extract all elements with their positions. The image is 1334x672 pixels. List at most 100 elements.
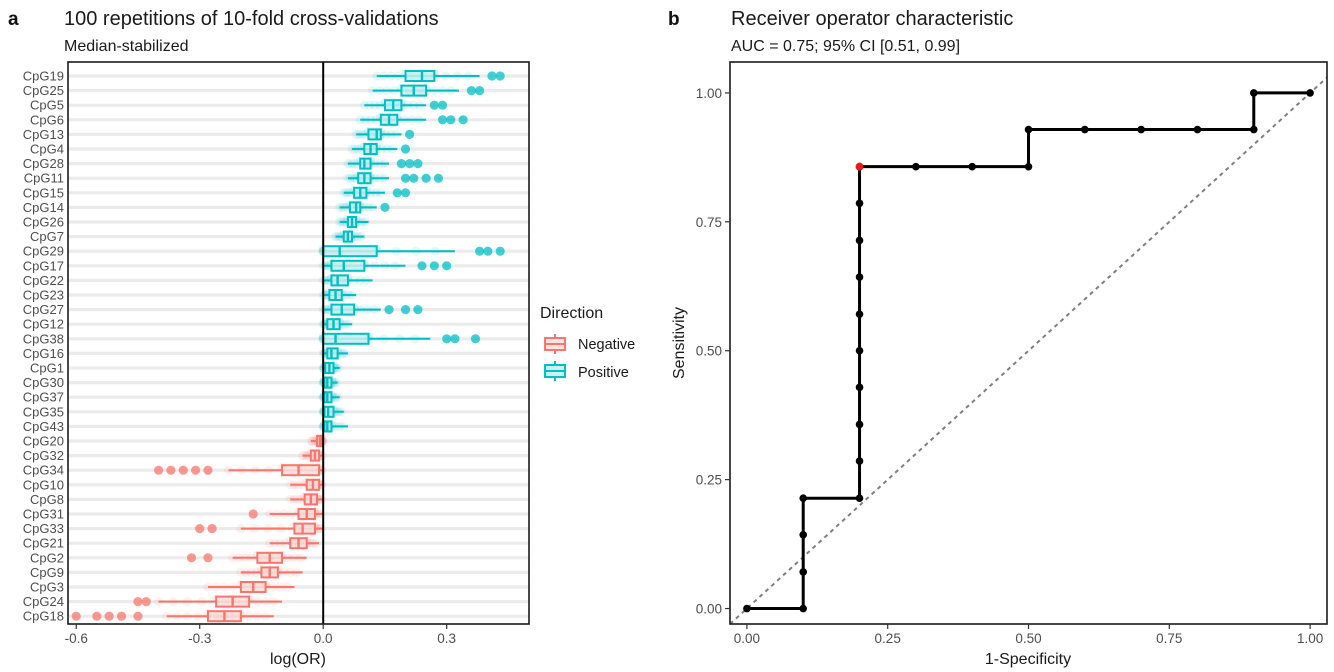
outlier-point [483,246,493,256]
outlier-point [133,597,143,607]
outlier-point [446,115,456,125]
panel-a-x-axis-title: log(OR) [270,651,326,668]
outlier-point [466,86,476,96]
outlier-point [413,159,423,169]
panel-b-y-axis-title: Sensitivity [671,307,688,379]
outlier-point [409,173,419,183]
roc-point [799,494,808,502]
outlier-point [400,188,411,198]
category-label: CpG31 [23,507,64,522]
category-label: CpG29 [23,244,64,259]
outlier-point [405,159,415,169]
category-label: CpG11 [24,171,64,186]
boxplot-cpg19 [372,68,505,84]
outlier-point [141,597,151,607]
jitter-point [223,465,234,475]
y-tick-label: 0.75 [696,215,722,230]
outlier-point [400,305,411,315]
category-label: CpG8 [30,492,64,507]
outlier-point [413,305,423,315]
panel-b-title: Receiver operator characteristic [731,8,1013,30]
diagonal-reference-line [729,76,1328,625]
category-label: CpG18 [23,609,64,624]
category-label: CpG24 [23,594,64,609]
outlier-point [442,261,452,271]
boxplot-cpg10 [285,477,327,492]
category-label: CpG1 [30,361,64,376]
boxplot-cpg14 [335,200,390,215]
outlier-point [392,188,402,198]
boxplot-cpg15 [339,185,411,200]
outlier-point [475,246,485,256]
category-label: CpG23 [23,288,64,303]
legend-label-positive: Positive [578,365,629,381]
roc-point [855,494,864,502]
boxplot-cpg43 [318,419,349,434]
category-label: CpG5 [30,98,64,113]
outlier-point [92,611,102,621]
roc-point [855,236,864,245]
panel-a-subtitle: Median-stabilized [64,38,189,55]
panel-a-title: 100 repetitions of 10-fold cross-validat… [64,8,439,30]
roc-point [1081,125,1089,134]
outlier-point [433,173,444,183]
boxplot-cpg2 [186,550,307,565]
category-label: CpG25 [23,83,64,98]
x-tick-label: 0.3 [437,631,456,646]
roc-point [855,383,864,392]
roc-point [855,346,864,355]
panel-a-x-ticks: -0.6 -0.3 0.0 0.3 [65,624,456,646]
boxplot-cpg24 [133,594,283,609]
boxplot-cpg37 [318,390,343,405]
panel-a-border [67,61,530,625]
box [404,70,436,82]
category-label: CpG21 [23,536,64,551]
category-label: CpG35 [23,404,64,419]
roc-point [968,162,976,171]
outlier-point [442,334,452,344]
outlier-point [475,86,485,96]
y-tick-label: 0.50 [696,344,722,359]
outlier-point [71,611,81,621]
panel-b-x-ticks: 0.00 0.25 0.50 0.75 1.00 [734,624,1323,646]
boxplot-cpg20 [306,433,328,449]
roc-point [855,310,864,318]
boxplot-cpg22 [318,273,373,288]
outlier-point [487,71,497,81]
outlier-point [429,100,439,110]
category-label: CpG15 [23,185,64,200]
panel-b-x-axis-title: 1-Specificity [985,651,1071,668]
outlier-point [458,115,468,125]
category-label: CpG33 [23,521,64,536]
boxplot-cpg4 [347,141,411,157]
outlier-point [429,261,439,271]
boxplot-cpg18 [71,609,274,624]
x-tick-label: 0.00 [734,631,760,646]
boxplot-cpg26 [335,214,370,230]
category-label: CpG14 [23,200,64,215]
category-label: CpG28 [23,156,64,171]
boxplot-cpg35 [318,404,346,419]
outlier-point [207,524,217,534]
boxplot-cpg30 [318,375,341,390]
box [322,245,378,258]
outlier-point [495,71,505,81]
x-tick-label: 0.0 [314,631,333,646]
category-label: CpG10 [23,477,64,492]
panel-a-boxplots [71,68,505,624]
category-label: CpG6 [30,112,64,127]
boxplot-cpg25 [367,83,485,98]
category-label: CpG3 [30,580,64,595]
box [322,332,370,345]
box [293,522,316,535]
x-tick-label: -0.3 [188,631,211,646]
category-label: CpG43 [23,419,64,434]
boxplot-cpg38 [318,331,481,346]
outlier-point [405,129,415,139]
jitter-point [153,597,164,607]
roc-point [799,568,808,576]
outlier-point [203,553,213,563]
roc-point [855,199,864,208]
panel-a-category-labels: CpG19CpG25CpG5CpG6CpG13CpG4CpG28CpG11CpG… [23,69,64,624]
